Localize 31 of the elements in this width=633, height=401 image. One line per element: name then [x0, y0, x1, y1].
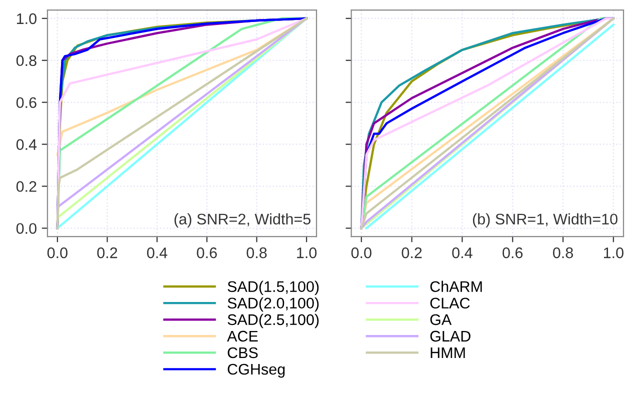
y-tick-label: 1.0: [16, 13, 36, 24]
x-tick-label: 0.4: [147, 247, 168, 258]
legend-label: SAD(2.5,100): [228, 314, 319, 328]
legend-label: SAD(2.0,100): [228, 297, 319, 312]
x-tick-label: 0.8: [552, 247, 573, 258]
annotation: (a) SNR=2, Width=5: [174, 213, 310, 228]
x-tick-label: 0.0: [351, 247, 372, 258]
y-tick-label: 0.6: [16, 97, 36, 108]
y-tick-label: 0.0: [16, 223, 36, 234]
x-tick-label: 0.2: [402, 247, 422, 258]
x-tick-label: 0.8: [246, 247, 267, 258]
x-tick-label: 0.2: [97, 247, 118, 258]
legend-label: CLAC: [430, 298, 470, 309]
x-tick-label: 1.0: [604, 247, 624, 258]
x-tick-label: 0.6: [502, 247, 523, 258]
legend-label: ACE: [227, 330, 258, 342]
x-tick-label: 1.0: [297, 247, 317, 258]
legend-label: GLAD: [430, 330, 470, 342]
x-tick-label: 0.6: [196, 247, 217, 258]
y-tick-label: 0.8: [16, 55, 36, 66]
legend-label: ChARM: [430, 280, 482, 292]
legend-label: GA: [430, 314, 452, 326]
y-tick-label: 0.2: [16, 181, 36, 192]
x-tick-label: 0.4: [452, 247, 472, 258]
legend-label: HMM: [430, 347, 465, 358]
legend-label: SAD(1.5,100): [228, 280, 319, 296]
y-tick-label: 0.4: [16, 139, 37, 150]
x-tick-label: 0.0: [47, 247, 68, 258]
annotation: (b) SNR=1, Width=10: [472, 213, 618, 228]
legend-label: CBS: [228, 347, 258, 358]
legend-label: CGHseg: [228, 364, 285, 378]
